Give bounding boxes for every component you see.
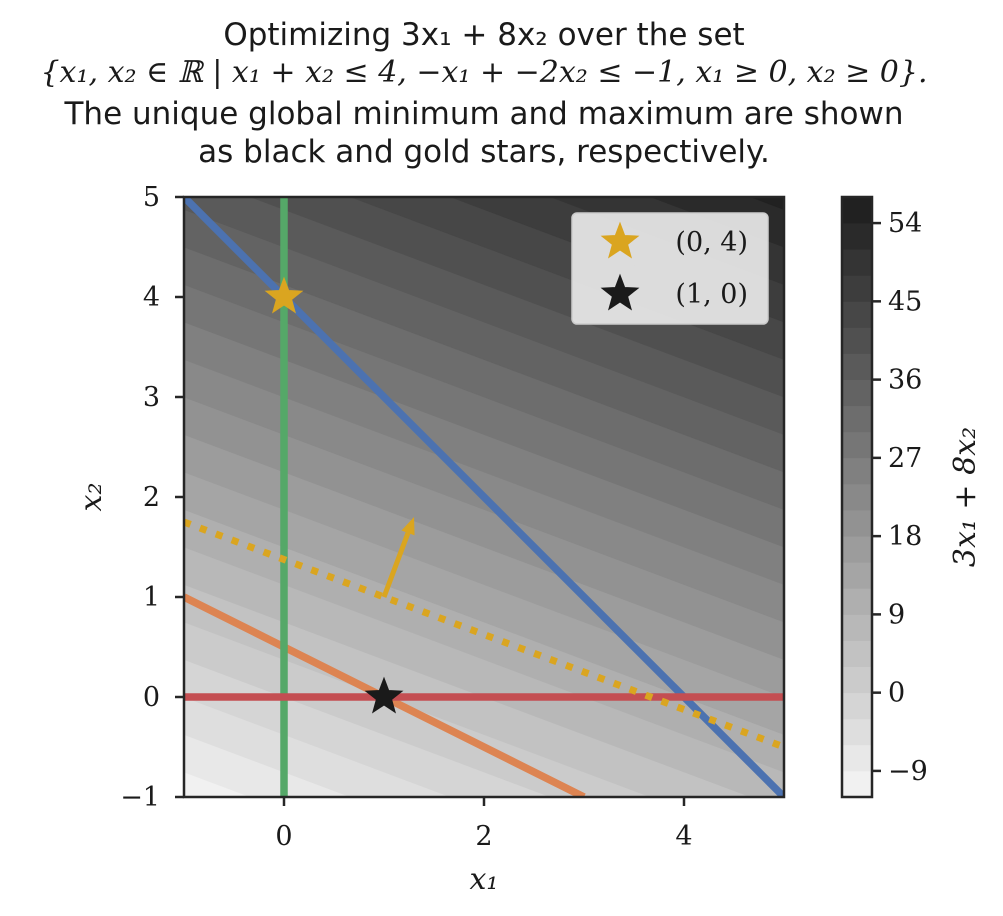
colorbar-tick-label: 45 bbox=[888, 286, 922, 317]
colorbar-band bbox=[842, 483, 872, 511]
y-tick-label: 2 bbox=[143, 482, 160, 513]
contour-band bbox=[184, 246, 784, 510]
contour-band bbox=[184, 209, 784, 473]
y-tick-label: −1 bbox=[120, 782, 160, 813]
gradient-arrow-head bbox=[401, 517, 415, 536]
contour-band bbox=[184, 434, 784, 698]
chart-title: Optimizing 3x₁ + 8x₂ over the set {x₁, x… bbox=[40, 17, 927, 170]
colorbar-frame bbox=[840, 195, 874, 799]
contour-band bbox=[350, 197, 784, 360]
contour-band bbox=[184, 321, 784, 585]
colorbar-tick-label: −9 bbox=[888, 756, 928, 787]
colorbar-band bbox=[842, 275, 872, 302]
legend-entries: (0, 4) (1, 0) bbox=[600, 221, 748, 311]
colorbar-label: 3x₁ + 8x₂ bbox=[948, 427, 983, 567]
x-tick-label: 4 bbox=[675, 821, 692, 852]
colorbar-tick-label: 18 bbox=[888, 521, 922, 552]
contour-band bbox=[750, 197, 784, 210]
colorbar-band bbox=[842, 379, 872, 407]
legend-minimum-star-icon bbox=[600, 273, 640, 311]
colorbar-band bbox=[842, 692, 872, 720]
colorbar-band bbox=[842, 353, 872, 381]
colorbar-tick-label: 54 bbox=[888, 208, 922, 239]
colorbar-tick-label: 36 bbox=[888, 365, 922, 396]
contour-band bbox=[184, 471, 784, 735]
colorbar-band bbox=[842, 744, 872, 772]
colorbar-band bbox=[842, 405, 872, 433]
colorbar-band bbox=[842, 718, 872, 746]
objective-layer bbox=[184, 517, 784, 751]
title-line-4: as black and gold stars, respectively. bbox=[198, 134, 770, 170]
y-tick-label: 5 bbox=[143, 182, 160, 213]
colorbar-band bbox=[842, 536, 872, 563]
gradient-arrow-shaft bbox=[381, 532, 411, 598]
colorbar-band bbox=[842, 588, 872, 615]
colorbar-band bbox=[842, 249, 872, 276]
plot-area: 0 2 4 −1 0 1 2 3 4 5 x₁ x₂ bbox=[74, 182, 786, 897]
contour-bands bbox=[184, 197, 784, 797]
colorbar-band bbox=[842, 301, 872, 328]
title-line-1: Optimizing 3x₁ + 8x₂ over the set bbox=[223, 17, 744, 53]
colorbar-bands bbox=[842, 197, 872, 797]
y-tick-label: 4 bbox=[143, 282, 160, 313]
colorbar-band bbox=[842, 640, 872, 667]
contour-band bbox=[250, 197, 784, 398]
objective-level-line bbox=[184, 518, 784, 751]
x-tick-label: 0 bbox=[275, 821, 292, 852]
x-axis-label: x₁ bbox=[470, 862, 499, 897]
minimum-star-icon bbox=[364, 676, 404, 714]
x-tick-label: 2 bbox=[475, 821, 492, 852]
legend-maximum-star-icon bbox=[600, 221, 640, 259]
colorbar-band bbox=[842, 510, 872, 537]
colorbar-band bbox=[842, 457, 872, 485]
colorbar-tick-label: 0 bbox=[888, 678, 905, 709]
y-axis-label: x₂ bbox=[74, 483, 109, 512]
colorbar-band bbox=[842, 614, 872, 641]
y-tick-label: 3 bbox=[143, 382, 160, 413]
colorbar-band bbox=[842, 770, 872, 797]
y-tick-label: 0 bbox=[143, 682, 160, 713]
colorbar-band bbox=[842, 562, 872, 589]
colorbar-band bbox=[842, 223, 872, 250]
contour-band bbox=[184, 396, 784, 660]
colorbar-band bbox=[842, 197, 872, 224]
points-layer bbox=[264, 276, 404, 714]
y-axis-ticks: −1 0 1 2 3 4 5 bbox=[120, 182, 184, 813]
colorbar-band bbox=[842, 666, 872, 694]
y-tick-label: 1 bbox=[143, 582, 160, 613]
colorbar: −9 0 9 18 27 36 45 54 3x₁ + 8x₂ bbox=[840, 195, 983, 799]
colorbar-band bbox=[842, 431, 872, 459]
x-axis-ticks: 0 2 4 bbox=[275, 797, 693, 852]
maximum-star-icon bbox=[264, 276, 304, 314]
legend-label: (0, 4) bbox=[675, 227, 748, 258]
contour-band bbox=[184, 359, 784, 623]
title-line-3: The unique global minimum and maximum ar… bbox=[63, 96, 903, 132]
legend: (0, 4) (1, 0) bbox=[571, 212, 769, 325]
colorbar-ticks: −9 0 9 18 27 36 45 54 bbox=[872, 208, 928, 787]
legend-label: (1, 0) bbox=[675, 279, 748, 310]
title-line-2: {x₁, x₂ ∈ ℝ | x₁ + x₂ ≤ 4, −x₁ + −2x₂ ≤ … bbox=[40, 55, 927, 90]
colorbar-tick-label: 9 bbox=[888, 599, 905, 630]
colorbar-band bbox=[842, 327, 872, 354]
colorbar-tick-label: 27 bbox=[888, 443, 922, 474]
